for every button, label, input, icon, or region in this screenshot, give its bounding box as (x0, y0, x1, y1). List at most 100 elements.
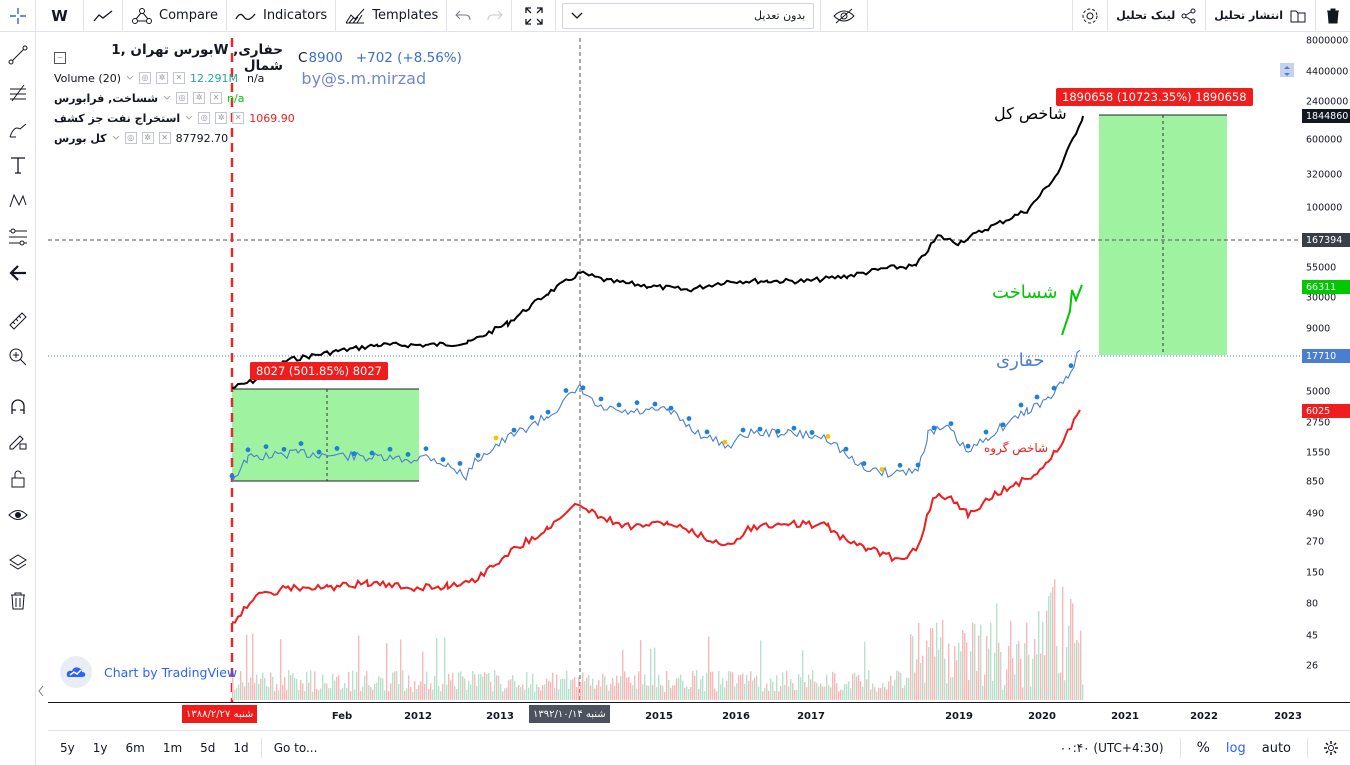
annotation-group-index[interactable]: شاخص گروه (984, 441, 1049, 455)
volume-bar (516, 687, 518, 700)
legend-study3-label[interactable]: کل بورس (54, 131, 107, 145)
hide-button[interactable] (820, 0, 869, 32)
legend-close-label: C (298, 50, 308, 66)
volume-bar (866, 679, 868, 700)
timezone-label[interactable]: ۰۰:۴۰ (UTC+4:30) (1059, 741, 1164, 755)
undo-icon[interactable] (455, 9, 471, 23)
volume-bar (510, 679, 512, 700)
brush-tool[interactable] (5, 118, 31, 144)
percent-scale-button[interactable]: % (1196, 740, 1210, 756)
gear-icon[interactable] (1324, 741, 1338, 755)
trend-line-tool[interactable] (5, 42, 31, 68)
annotation-shasakht[interactable]: شساخت (992, 282, 1058, 303)
ruler-tool[interactable] (5, 308, 31, 334)
gear-icon[interactable]: ✲ (156, 72, 168, 84)
period-button-5d[interactable]: 5d (200, 741, 216, 755)
zoom-tool[interactable] (5, 344, 31, 370)
period-button-5y[interactable]: 5y (60, 741, 75, 755)
eye-icon[interactable]: ◎ (124, 132, 137, 144)
legend-study1-label[interactable]: شساخت, فرابورس (54, 91, 159, 105)
volume-bar (394, 671, 396, 700)
group-index-line[interactable] (231, 409, 1081, 624)
legend-symbol[interactable]: بورس تهران ,1W ,حفاری شمال (111, 42, 283, 74)
range-tag-right[interactable]: 1890658 (10723.35%) 1890658 (1056, 88, 1253, 106)
period-button-6m[interactable]: 6m (125, 741, 145, 755)
chevron-down-icon[interactable] (112, 135, 120, 141)
tradingview-branding[interactable]: Chart by TradingView (60, 656, 237, 688)
chevron-down-icon[interactable] (163, 95, 171, 101)
volume-bar (594, 688, 596, 700)
annotation-index-total[interactable]: شاخص کل (994, 104, 1067, 123)
magnet-tool[interactable] (5, 394, 31, 420)
pitchfork-tool[interactable] (5, 80, 31, 106)
signal-dot (457, 461, 463, 466)
scale-toggle-button[interactable] (1280, 63, 1294, 77)
annotation-hafari[interactable]: حفاری (996, 350, 1045, 371)
legend-volume-label[interactable]: Volume (20) (54, 71, 121, 85)
minimize-legend-icon[interactable]: − (54, 52, 66, 64)
crosshair-tool[interactable] (0, 0, 36, 32)
settings-button[interactable] (1072, 0, 1109, 32)
remove-drawings-tool[interactable] (5, 588, 31, 614)
eye-icon[interactable]: ◎ (198, 112, 211, 124)
lock-drawing-tool[interactable] (5, 428, 31, 454)
volume-bar (972, 622, 974, 700)
share-icon (1181, 8, 1196, 23)
period-button-1y[interactable]: 1y (92, 741, 108, 755)
symbol-search-button[interactable]: W (36, 0, 84, 32)
prediction-tool[interactable] (5, 224, 31, 250)
compare-label: Compare (159, 8, 218, 23)
volume-bar (318, 690, 320, 700)
chevron-down-icon[interactable] (185, 115, 193, 121)
auto-scale-button[interactable]: auto (1261, 740, 1291, 756)
lock-tool[interactable] (5, 466, 31, 492)
delete-button[interactable] (1316, 0, 1350, 32)
period-button-1m[interactable]: 1m (162, 741, 183, 755)
gear-icon[interactable]: ✲ (215, 112, 228, 124)
compare-button[interactable]: Compare (123, 0, 227, 32)
close-icon[interactable]: ✕ (173, 72, 185, 84)
eye-icon[interactable]: ◎ (176, 92, 189, 104)
volume-bar (596, 684, 598, 700)
close-icon[interactable]: ✕ (232, 112, 245, 124)
chevron-left-icon (38, 685, 44, 697)
legend-study2-label[interactable]: استخراج نفت جز کشف (54, 111, 181, 125)
eye-icon[interactable]: ◎ (139, 72, 151, 84)
visibility-tool[interactable] (5, 502, 31, 528)
publish-button[interactable]: انتشار تحلیل (1206, 0, 1316, 32)
period-button-1d[interactable]: 1d (233, 741, 249, 755)
chart-pane[interactable] (48, 38, 1300, 702)
volume-bar (860, 681, 862, 700)
price-axis[interactable]: 8000000440000024000001200000600000320000… (1300, 32, 1350, 702)
close-icon[interactable]: ✕ (210, 92, 223, 104)
fullscreen-button[interactable] (512, 0, 557, 32)
share-link-button[interactable]: لینک تحلیل (1108, 0, 1207, 32)
volume-bar (462, 676, 464, 700)
range-box-left[interactable] (232, 389, 419, 481)
chart-type-button[interactable] (84, 0, 123, 32)
adjustment-select[interactable]: بدون تعدیل (562, 2, 815, 29)
templates-button[interactable]: Templates (336, 0, 448, 32)
back-tool[interactable] (5, 260, 31, 286)
volume-bar (804, 681, 806, 700)
goto-button[interactable]: Go to... (273, 741, 318, 755)
gear-icon[interactable]: ✲ (193, 92, 206, 104)
close-icon[interactable]: ✕ (158, 132, 171, 144)
time-badge-crosshair: شنبه ۱۳۹۲/۱۰/۱۴ (529, 705, 610, 723)
index-total-line[interactable] (231, 115, 1084, 389)
log-scale-button[interactable]: log (1225, 740, 1246, 756)
range-tag-left[interactable]: 8027 (501.85%) 8027 (250, 362, 388, 380)
pattern-tool[interactable] (5, 188, 31, 214)
volume-bar (650, 648, 652, 700)
volume-bar (788, 686, 790, 700)
layers-tool[interactable] (5, 550, 31, 576)
text-tool[interactable] (5, 152, 31, 178)
indicators-button[interactable]: Indicators (227, 0, 337, 32)
time-axis[interactable]: شنبه ۱۳۸۸/۲/۲۷ شنبه ۱۳۹۲/۱۰/۱۴ Feb 2012 20… (48, 702, 1350, 730)
chevron-down-icon[interactable] (126, 75, 134, 81)
collapse-toolbar-button[interactable] (36, 678, 46, 704)
redo-icon[interactable] (487, 9, 504, 23)
hafari-line[interactable] (231, 349, 1081, 483)
volume-bar (690, 687, 692, 700)
gear-icon[interactable]: ✲ (141, 132, 154, 144)
